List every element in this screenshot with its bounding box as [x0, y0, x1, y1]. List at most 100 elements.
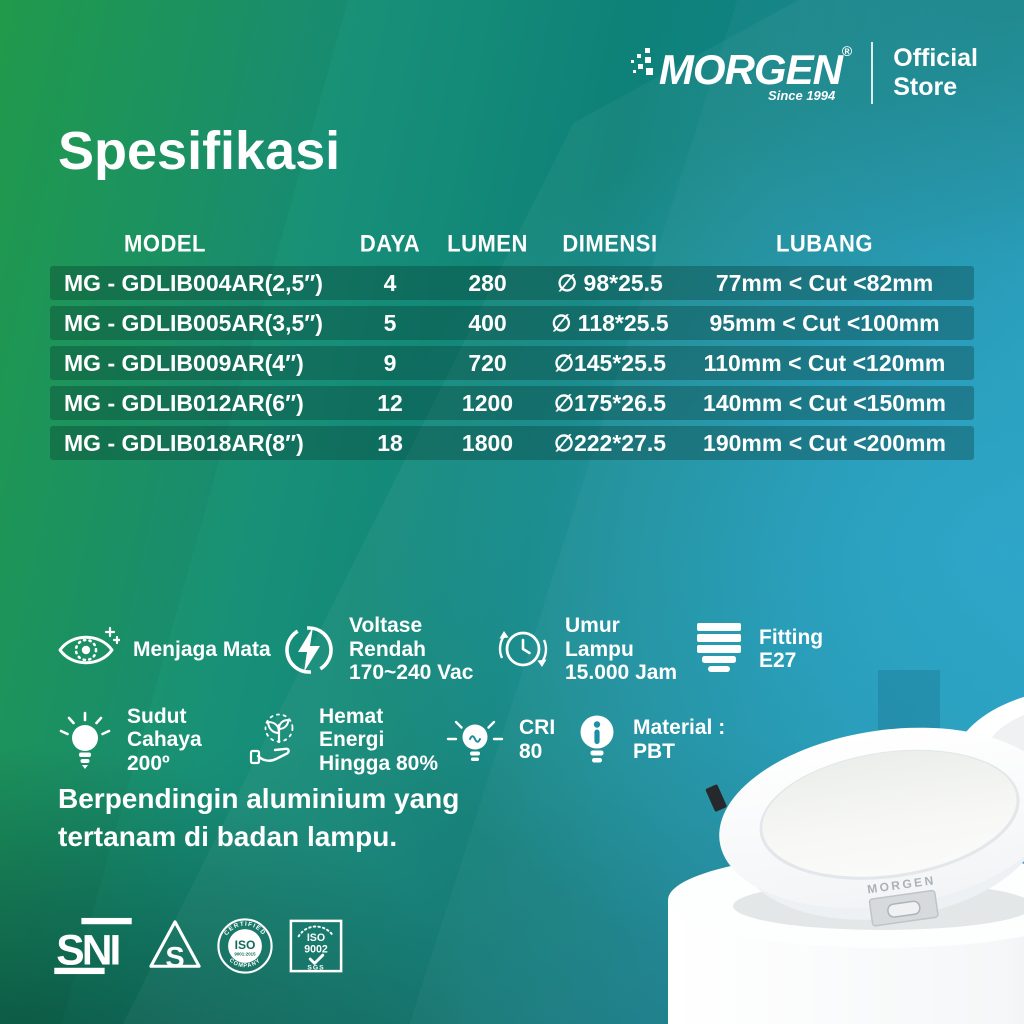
triangle-s-text: S — [165, 942, 184, 974]
brand-logo: MORGEN® — [658, 42, 852, 93]
cell-lubang: 77mm < Cut <82mm — [715, 269, 934, 296]
feature-label: Umur Lampu — [565, 614, 634, 661]
feature-menjaga-mata: Menjaga Mata — [56, 625, 282, 673]
official-store-label: Official Store — [893, 44, 978, 103]
sni-text: SNI — [56, 926, 118, 974]
header-lumen: LUMEN — [447, 229, 528, 258]
iso9002-text1: ISO — [307, 932, 325, 944]
feature-hemat-energi: Hemat Energi Hingga 80% — [248, 705, 444, 776]
brand-name: MORGEN — [658, 45, 843, 93]
feature-material: Material : PBT — [574, 711, 725, 769]
cooling-note: Berpendingin aluminium yang tertanam di … — [58, 780, 498, 856]
store-line1: Official — [893, 43, 978, 72]
lightning-icon — [282, 620, 336, 678]
feature-fitting: Fitting E27 — [692, 620, 823, 678]
spec-table: MODEL DAYA LUMEN DIMENSI LUBANG MG - GDL… — [50, 228, 974, 460]
header-model: MODEL — [124, 229, 206, 258]
store-line2: Store — [893, 73, 958, 101]
bulb-rays-icon — [56, 710, 114, 770]
cell-lumen: 720 — [468, 349, 507, 376]
feature-cri: CRI 80 — [444, 712, 574, 768]
eye-icon — [56, 625, 120, 673]
cell-lumen: 1800 — [461, 429, 514, 456]
note-highlight: aluminium — [246, 783, 387, 814]
product-photo: MORGEN — [620, 670, 1024, 1024]
cri-bulb-icon — [444, 712, 506, 768]
iso9002-text2: 9002 — [304, 944, 328, 956]
feature-badges: Menjaga Mata Voltase Rendah 170~240 Vac — [56, 614, 986, 795]
cell-dimensi: ∅222*27.5 — [553, 429, 667, 456]
clock-icon — [494, 620, 552, 678]
sni-logo: SNI — [54, 917, 132, 974]
header-dimensi: DIMENSI — [562, 229, 658, 258]
cell-lumen: 400 — [468, 309, 507, 336]
brand-tagline: Since 1994 — [768, 87, 836, 103]
feature-value: PBT — [633, 739, 675, 763]
cell-dimensi: ∅ 98*25.5 — [557, 269, 663, 296]
cell-lubang: 95mm < Cut <100mm — [709, 309, 940, 336]
cell-model: MG - GDLIB009AR(4″) — [64, 349, 304, 376]
cell-daya: 12 — [377, 389, 403, 416]
feature-voltase-rendah: Voltase Rendah 170~240 Vac — [282, 614, 494, 685]
morgen-sparkle-icon — [630, 47, 653, 75]
table-row: MG - GDLIB009AR(4″) 9 720 ∅145*25.5 110m… — [50, 346, 974, 380]
cell-model: MG - GDLIB005AR(3,5″) — [64, 309, 323, 336]
note-text-line2: tertanam di badan lampu. — [58, 821, 398, 853]
brand-header: MORGEN® Since 1994 Official Store — [630, 42, 978, 104]
logo-divider — [871, 42, 874, 104]
table-header-row: MODEL DAYA LUMEN DIMENSI LUBANG — [50, 228, 974, 260]
junction-slot — [887, 900, 921, 918]
sgs-text: SGS — [307, 965, 324, 972]
cell-lumen: 280 — [468, 269, 507, 296]
fitting-icon — [692, 620, 746, 678]
feature-label: Sudut Cahaya — [127, 704, 202, 752]
feature-row-2: Sudut Cahaya 200º Hemat Energi — [56, 705, 986, 776]
iso-arc-bottom-text: COMPANY — [228, 958, 261, 970]
feature-value: Hingga 80% — [319, 751, 439, 775]
cell-model: MG - GDLIB012AR(6″) — [64, 389, 304, 416]
cell-dimensi: ∅175*26.5 — [553, 389, 667, 416]
registered-mark: ® — [841, 42, 852, 59]
eco-hand-icon — [248, 711, 306, 769]
iso-sub-text: 9001:2015 — [234, 952, 256, 957]
triangle-s-logo: S — [149, 920, 201, 974]
table-row: MG - GDLIB012AR(6″) 12 1200 ∅175*26.5 14… — [50, 386, 974, 420]
info-bulb-icon — [574, 711, 620, 769]
mounting-clip — [705, 784, 727, 812]
certification-logos: SNI S CERTIFIED COMPANY ISO 9001:2015 IS… — [52, 916, 344, 976]
note-text: Berpendingin — [58, 783, 247, 814]
feature-row-1: Menjaga Mata Voltase Rendah 170~240 Vac — [56, 614, 986, 685]
header-daya: DAYA — [359, 229, 421, 258]
cell-daya: 4 — [383, 269, 397, 296]
cell-lumen: 1200 — [461, 389, 514, 416]
svg-text:COMPANY: COMPANY — [228, 958, 262, 970]
downlight-render: MORGEN — [668, 670, 1024, 1024]
feature-value: E27 — [759, 649, 797, 673]
table-row: MG - GDLIB004AR(2,5″) 4 280 ∅ 98*25.5 77… — [50, 266, 974, 300]
feature-label: Hemat Energi — [319, 704, 385, 752]
feature-label: Menjaga Mata — [133, 637, 271, 661]
feature-value: 15.000 Jam — [565, 661, 678, 685]
feature-label: Fitting — [759, 625, 824, 649]
feature-label: CRI 80 — [519, 716, 556, 763]
iso-9001-badge: CERTIFIED COMPANY ISO 9001:2015 — [217, 918, 273, 974]
cell-dimensi: ∅ 118*25.5 — [551, 309, 669, 336]
iso-center-text: ISO — [235, 938, 256, 952]
feature-label: Voltase Rendah — [349, 614, 427, 661]
cell-daya: 9 — [383, 349, 397, 376]
page-title: Spesifikasi — [58, 121, 341, 181]
downlight-main: MORGEN — [705, 727, 1024, 927]
feature-umur-lampu: Umur Lampu 15.000 Jam — [494, 614, 692, 685]
table-row: MG - GDLIB018AR(8″) 18 1800 ∅222*27.5 19… — [50, 426, 974, 460]
feature-value: 170~240 Vac — [349, 661, 474, 685]
cell-model: MG - GDLIB004AR(2,5″) — [64, 269, 323, 296]
cell-daya: 18 — [377, 429, 403, 456]
feature-value: 200º — [127, 751, 170, 775]
cell-lubang: 140mm < Cut <150mm — [703, 389, 946, 416]
note-text: yang — [386, 783, 460, 814]
cell-dimensi: ∅145*25.5 — [553, 349, 667, 376]
feature-label: Material : — [633, 716, 726, 740]
header-lubang: LUBANG — [775, 229, 874, 258]
iso-9002-badge: ISO 9002 SGS — [289, 919, 343, 973]
